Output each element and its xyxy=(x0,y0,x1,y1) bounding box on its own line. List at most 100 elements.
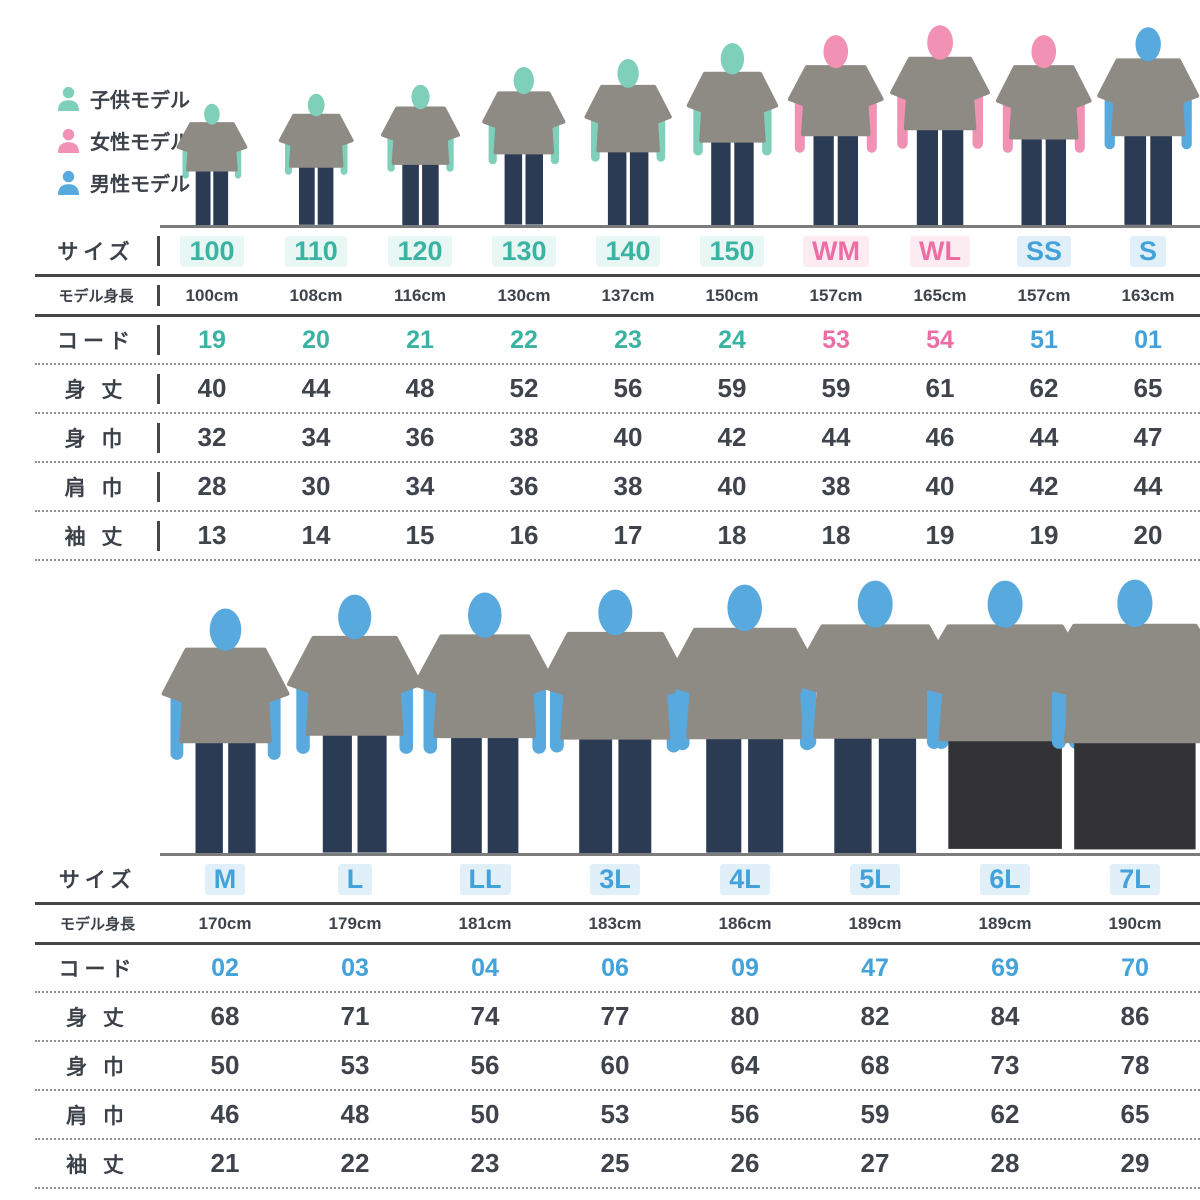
shoulder_width-cell-WL: 40 xyxy=(925,471,955,501)
code-row: コード 02 03 04 06 09 47 69 70 xyxy=(35,945,1200,993)
shoulder_width-cell-110: 30 xyxy=(301,471,331,501)
body_length-cell-5L: 82 xyxy=(860,1001,890,1031)
model-3L xyxy=(538,589,692,853)
female-model-icon xyxy=(58,128,79,153)
shoulder_width-row: 肩 巾 46 48 50 53 56 59 62 65 xyxy=(35,1091,1200,1140)
body_length-cell-S: 65 xyxy=(1133,373,1163,403)
shoulder_width-cell-150: 40 xyxy=(717,471,747,501)
model-5L xyxy=(788,580,962,853)
sleeve_length-cell-130: 16 xyxy=(509,520,539,550)
code-row-label: コード xyxy=(58,958,137,981)
body_width-cell-S: 47 xyxy=(1133,422,1163,452)
model_height-cell-S: 163cm xyxy=(1121,285,1175,305)
code-cell-150: 24 xyxy=(718,325,746,354)
sleeve_length-cell-110: 14 xyxy=(301,520,331,550)
model_height-row-label: モデル身長 xyxy=(59,916,135,933)
model-140 xyxy=(584,58,672,225)
size-cell-L: L xyxy=(290,863,420,895)
body_width-cell-100: 32 xyxy=(197,422,227,452)
code-cell-SS: 51 xyxy=(1030,325,1058,354)
code-cell-S: 01 xyxy=(1134,325,1162,354)
body_width-cell-150: 42 xyxy=(717,422,747,452)
body_width-cell-WM: 44 xyxy=(821,422,851,452)
shoulder_width-cell-100: 28 xyxy=(197,471,227,501)
body_width-row-label: 身 巾 xyxy=(35,422,160,453)
body_length-cell-LL: 74 xyxy=(470,1001,500,1031)
model_height-cell-LL: 181cm xyxy=(458,913,512,933)
model-LL xyxy=(413,592,557,853)
code-cell-M: 02 xyxy=(211,953,239,982)
size-cell-140: 140 xyxy=(576,235,680,267)
body_length-row: 身 丈 40 44 48 52 56 59 59 61 62 65 xyxy=(35,365,1200,414)
code-cell-3L: 06 xyxy=(601,953,629,982)
model-S xyxy=(1096,27,1199,225)
body_length-cell-SS: 62 xyxy=(1029,373,1059,403)
model_height-row-label: モデル身長 xyxy=(35,285,160,306)
body_width-cell-140: 40 xyxy=(613,422,643,452)
shoulder_width-cell-M: 46 xyxy=(210,1099,240,1129)
shoulder_width-cell-140: 38 xyxy=(613,471,643,501)
body_width-cell-SS: 44 xyxy=(1029,422,1059,452)
legend-item-women: 女性モデル xyxy=(55,126,190,155)
size-cell-6L: 6L xyxy=(940,863,1070,895)
size-cell-WL: WL xyxy=(888,235,992,267)
size-cell-WM: WM xyxy=(784,235,888,267)
sleeve_length-cell-SS: 19 xyxy=(1029,520,1059,550)
floor-line xyxy=(160,225,1200,228)
sleeve_length-cell-7L: 29 xyxy=(1120,1148,1150,1178)
body_length-cell-M: 68 xyxy=(210,1001,240,1031)
model-4L xyxy=(663,584,827,853)
model-photo-strip xyxy=(160,579,1200,856)
model_height-cell-SS: 157cm xyxy=(1017,285,1071,305)
sleeve_length-cell-4L: 26 xyxy=(730,1148,760,1178)
model-M xyxy=(161,608,289,853)
legend-label-kids: 子供モデル xyxy=(90,90,190,112)
model_height-cell-130: 130cm xyxy=(497,285,551,305)
body_length-cell-150: 59 xyxy=(717,373,747,403)
code-cell-WM: 53 xyxy=(822,325,850,354)
model_height-cell-L: 179cm xyxy=(328,913,382,933)
model-SS xyxy=(996,34,1092,225)
body_width-cell-110: 34 xyxy=(301,422,331,452)
shoulder_width-cell-L: 48 xyxy=(340,1099,370,1129)
model_height-row: モデル身長 100cm 108cm 116cm 130cm 137cm 150cm 157cm… xyxy=(35,277,1200,317)
body_length-cell-140: 56 xyxy=(613,373,643,403)
sleeve_length-row: 袖 丈 21 22 23 25 26 27 28 29 xyxy=(35,1140,1200,1189)
size-row: サイズ 100 110 120 130 140 150 WM WL SS S xyxy=(35,228,1200,277)
model_height-cell-140: 137cm xyxy=(601,285,655,305)
model_height-cell-3L: 183cm xyxy=(588,913,642,933)
size-cell-S: S xyxy=(1096,235,1200,267)
model_height-cell-120: 116cm xyxy=(394,285,446,305)
size-cell-150: 150 xyxy=(680,235,784,267)
body_length-cell-110: 44 xyxy=(301,373,331,403)
model_height-cell-WM: 157cm xyxy=(809,285,863,305)
model_height-cell-4L: 186cm xyxy=(718,913,772,933)
shoulder_width-row-label: 肩 巾 xyxy=(66,1104,129,1128)
size-cell-SS: SS xyxy=(992,235,1096,267)
kids-womens-size-section: サイズ 100 110 120 130 140 150 WM WL SS S モデル身長 100cm 10… xyxy=(35,0,1200,561)
size-cell-120: 120 xyxy=(368,235,472,267)
model-100 xyxy=(176,103,248,225)
shoulder_width-cell-SS: 42 xyxy=(1029,471,1059,501)
legend-label-women: 女性モデル xyxy=(90,132,190,154)
body_width-cell-M: 50 xyxy=(210,1050,240,1080)
code-cell-7L: 70 xyxy=(1121,953,1149,982)
mens-size-section: サイズ M L LL 3L 4L 5L 6L 7L モデル身長 170cm 179cm 181cm 183… xyxy=(35,579,1200,1189)
sleeve_length-cell-120: 15 xyxy=(405,520,435,550)
shoulder_width-cell-3L: 53 xyxy=(600,1099,630,1129)
size-row: サイズ M L LL 3L 4L 5L 6L 7L xyxy=(35,856,1200,905)
sleeve_length-cell-140: 17 xyxy=(613,520,643,550)
sleeve_length-cell-M: 21 xyxy=(210,1148,240,1178)
shoulder_width-cell-130: 36 xyxy=(509,471,539,501)
male-model-icon xyxy=(58,170,79,195)
model_height-row: モデル身長 170cm 179cm 181cm 183cm 186cm 189cm 189cm… xyxy=(35,905,1200,945)
code-cell-140: 23 xyxy=(614,325,642,354)
sleeve_length-cell-WL: 19 xyxy=(925,520,955,550)
shoulder_width-cell-6L: 62 xyxy=(990,1099,1020,1129)
model-130 xyxy=(482,67,566,225)
body_width-cell-6L: 73 xyxy=(990,1050,1020,1080)
code-row: コード 19 20 21 22 23 24 53 54 51 01 xyxy=(35,317,1200,365)
sleeve_length-cell-S: 20 xyxy=(1133,520,1163,550)
code-row-label: コード xyxy=(35,325,160,355)
model_height-cell-7L: 190cm xyxy=(1108,913,1162,933)
